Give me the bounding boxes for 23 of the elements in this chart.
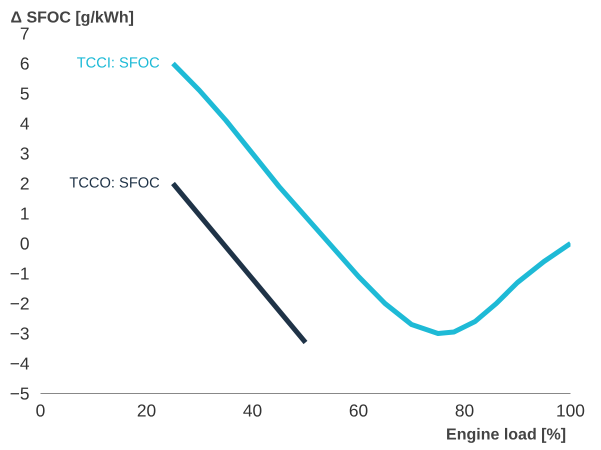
y-tick-label: 7 xyxy=(20,24,30,44)
x-tick-label: 60 xyxy=(348,400,368,420)
x-axis-title: Engine load [%] xyxy=(446,426,566,444)
x-tick-label: 40 xyxy=(242,400,262,420)
y-tick-label: −4 xyxy=(10,354,30,374)
x-tick-label: 20 xyxy=(136,400,156,420)
series-label: TCCO: SFOC xyxy=(69,176,160,192)
y-tick-label: 5 xyxy=(20,84,30,104)
y-tick-label: 6 xyxy=(20,54,30,74)
series-label: TCCI: SFOC xyxy=(76,56,160,72)
y-tick-label: −1 xyxy=(10,264,30,284)
y-tick-label: −2 xyxy=(10,294,30,314)
y-tick-label: 1 xyxy=(20,204,30,224)
y-tick-label: 3 xyxy=(20,144,30,164)
y-tick-label: 4 xyxy=(20,114,30,134)
x-tick-label: 100 xyxy=(556,400,585,420)
y-tick-label: −3 xyxy=(10,324,30,344)
y-axis-title: Δ SFOC [g/kWh] xyxy=(10,10,134,26)
y-tick-label: 2 xyxy=(20,174,30,194)
y-tick-label: 0 xyxy=(20,234,30,254)
x-tick-label: 80 xyxy=(454,400,474,420)
x-tick-label: 0 xyxy=(36,400,46,420)
y-tick-label: −5 xyxy=(10,384,30,404)
